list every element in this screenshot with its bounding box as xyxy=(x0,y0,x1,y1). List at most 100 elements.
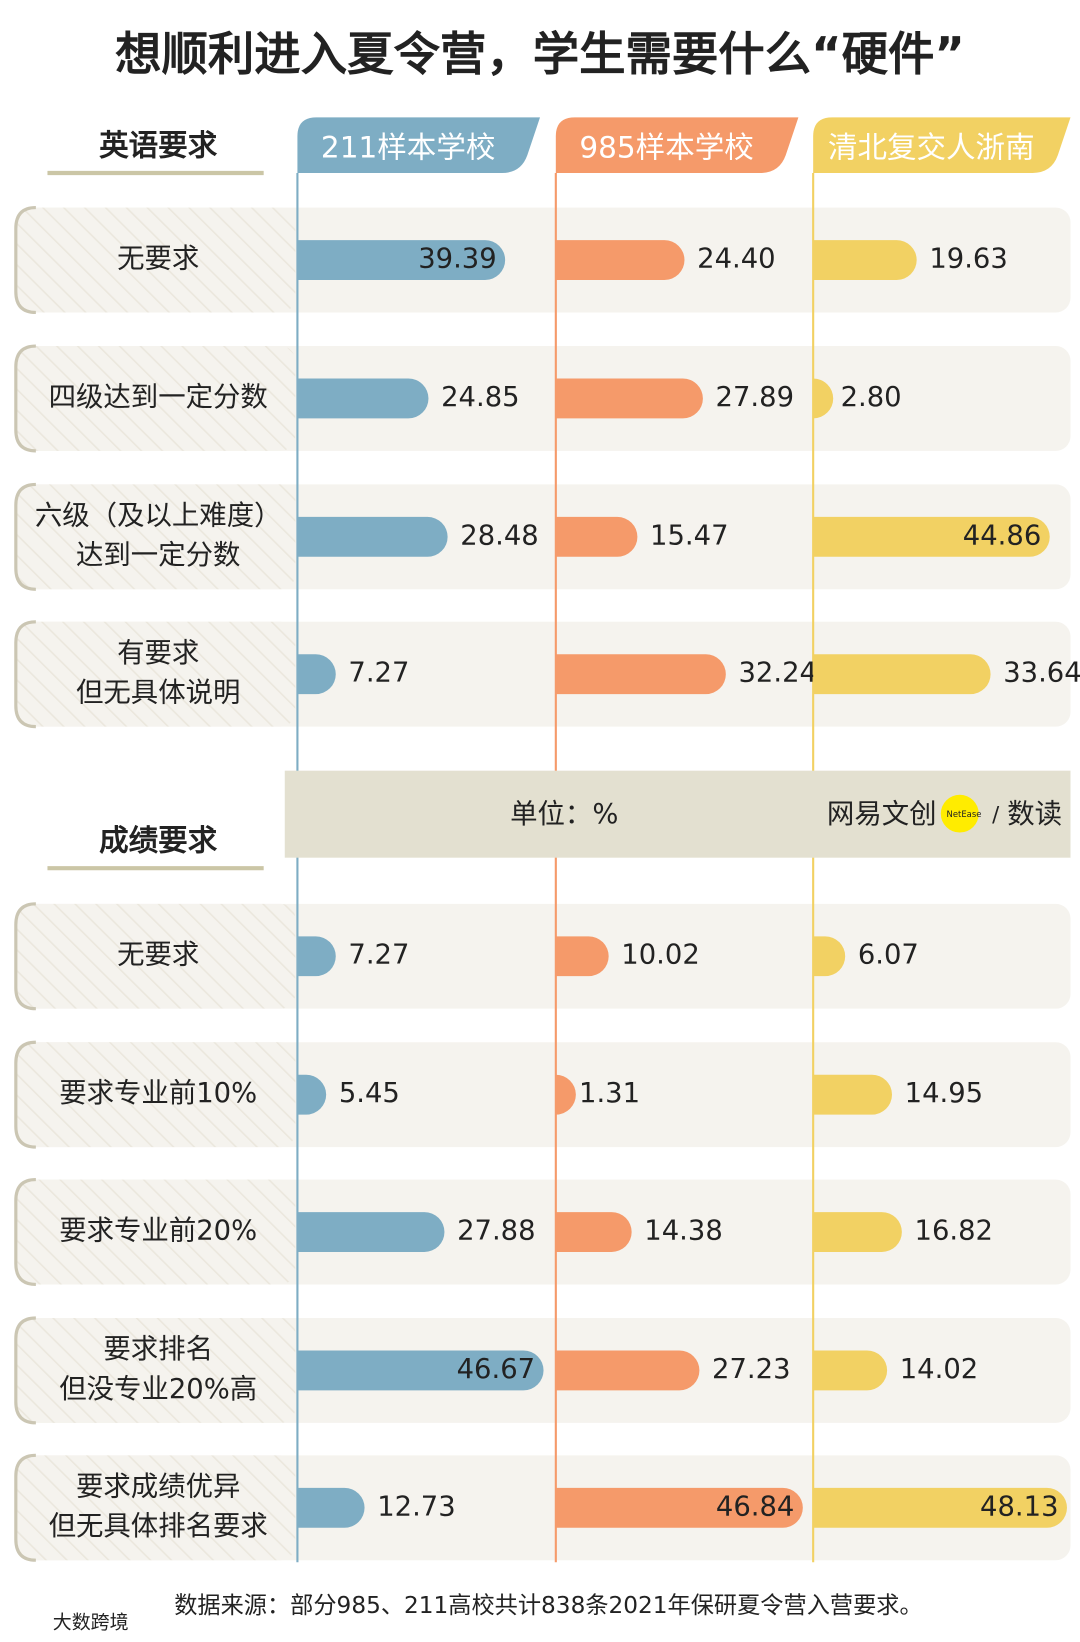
label-box xyxy=(15,1042,296,1148)
value-label: 44.86 xyxy=(963,520,1041,551)
label-bracket xyxy=(14,482,36,591)
value-label: 6.07 xyxy=(858,940,919,971)
value-label: 27.23 xyxy=(712,1354,790,1385)
bar xyxy=(813,654,991,695)
category-label: 但没专业20%高 xyxy=(59,1374,257,1405)
category-label: 六级（及以上难度） xyxy=(35,500,282,531)
value-label: 46.84 xyxy=(716,1491,794,1522)
label-bracket xyxy=(14,1316,36,1425)
category-label: 但无具体排名要求 xyxy=(49,1511,268,1542)
label-bracket xyxy=(14,206,36,315)
bar xyxy=(297,1212,445,1252)
section-title: 英语要求 xyxy=(99,128,218,162)
category-label: 要求专业前20% xyxy=(59,1216,257,1247)
value-label: 39.39 xyxy=(418,244,496,275)
value-label: 27.89 xyxy=(716,382,794,413)
bar xyxy=(555,1350,700,1391)
category-label: 要求成绩优异 xyxy=(76,1471,240,1502)
category-label: 要求专业前10% xyxy=(59,1078,257,1109)
value-label: 10.02 xyxy=(621,940,699,971)
bar xyxy=(555,1212,632,1252)
bar xyxy=(297,1487,365,1528)
column-tab xyxy=(297,117,540,174)
value-label: 1.31 xyxy=(579,1078,640,1109)
brand-logo-circle xyxy=(940,794,979,833)
category-label: 但无具体说明 xyxy=(76,678,240,709)
label-box xyxy=(15,484,296,590)
label-box xyxy=(15,1179,296,1285)
unit-label: 单位：% xyxy=(510,799,618,830)
value-label: 12.73 xyxy=(377,1491,455,1522)
label-box xyxy=(15,1318,296,1423)
bar xyxy=(813,936,846,977)
bar xyxy=(555,654,726,695)
label-bracket xyxy=(14,1178,36,1287)
value-label: 48.13 xyxy=(980,1491,1058,1522)
value-label: 7.27 xyxy=(348,940,409,971)
value-label: 2.80 xyxy=(841,382,902,413)
bar xyxy=(555,240,685,280)
brand-logo: NetEase xyxy=(947,809,982,819)
value-label: 27.88 xyxy=(457,1216,535,1247)
bar xyxy=(555,1074,576,1115)
label-bracket xyxy=(14,344,36,453)
value-label: 32.24 xyxy=(738,658,816,689)
watermark: 大数跨境 xyxy=(53,1612,129,1634)
column-header: 985样本学校 xyxy=(579,130,753,164)
bar xyxy=(555,1487,803,1528)
category-label: 四级达到一定分数 xyxy=(49,382,268,413)
source: 数据来源：部分985、211高校共计838条2021年保研夏令营入营要求。 xyxy=(174,1593,922,1619)
bar xyxy=(297,516,448,557)
column-header: 清北复交人浙南 xyxy=(828,130,1035,164)
label-box xyxy=(15,207,296,313)
label-box xyxy=(15,903,296,1009)
bar xyxy=(297,654,336,695)
value-label: 14.38 xyxy=(644,1216,722,1247)
bar xyxy=(297,1074,327,1115)
bar xyxy=(297,240,506,280)
bar xyxy=(297,1350,544,1391)
brand-2: 数读 xyxy=(1007,799,1062,830)
bar xyxy=(297,936,336,977)
label-box xyxy=(15,621,296,727)
value-label: 46.67 xyxy=(457,1354,535,1385)
label-bracket xyxy=(14,902,36,1011)
column-header: 211样本学校 xyxy=(321,130,495,164)
bar xyxy=(297,378,429,419)
column-tab xyxy=(555,117,799,174)
category-label: 无要求 xyxy=(117,244,199,275)
bar xyxy=(813,378,834,419)
category-label: 有要求 xyxy=(117,638,199,669)
value-label: 24.40 xyxy=(697,244,775,275)
column-tab xyxy=(813,117,1071,174)
label-box xyxy=(15,1455,296,1561)
bar xyxy=(555,378,703,419)
label-bracket xyxy=(14,620,36,729)
value-label: 15.47 xyxy=(650,520,728,551)
value-label: 14.02 xyxy=(900,1354,978,1385)
category-label: 达到一定分数 xyxy=(76,540,240,571)
value-label: 14.95 xyxy=(905,1078,983,1109)
value-label: 16.82 xyxy=(915,1216,993,1247)
bar xyxy=(813,1212,902,1252)
brand: 网易文创 xyxy=(827,799,937,830)
category-label: 无要求 xyxy=(117,940,199,971)
bar xyxy=(555,936,609,977)
label-bracket xyxy=(14,1453,36,1562)
value-label: 28.48 xyxy=(460,520,538,551)
value-label: 33.64 xyxy=(1003,658,1080,689)
bar xyxy=(813,516,1050,557)
value-label: 19.63 xyxy=(929,244,1007,275)
section-title: 成绩要求 xyxy=(99,824,218,858)
chart-title: 想顺利进入夏令营，学生需要什么“硬件” xyxy=(115,27,965,81)
bar xyxy=(813,1350,888,1391)
value-label: 5.45 xyxy=(339,1078,400,1109)
label-box xyxy=(15,346,296,451)
value-label: 7.27 xyxy=(348,658,409,689)
value-label: 24.85 xyxy=(441,382,519,413)
bar xyxy=(555,516,638,557)
bar xyxy=(813,1074,893,1115)
bar xyxy=(813,1487,1067,1528)
